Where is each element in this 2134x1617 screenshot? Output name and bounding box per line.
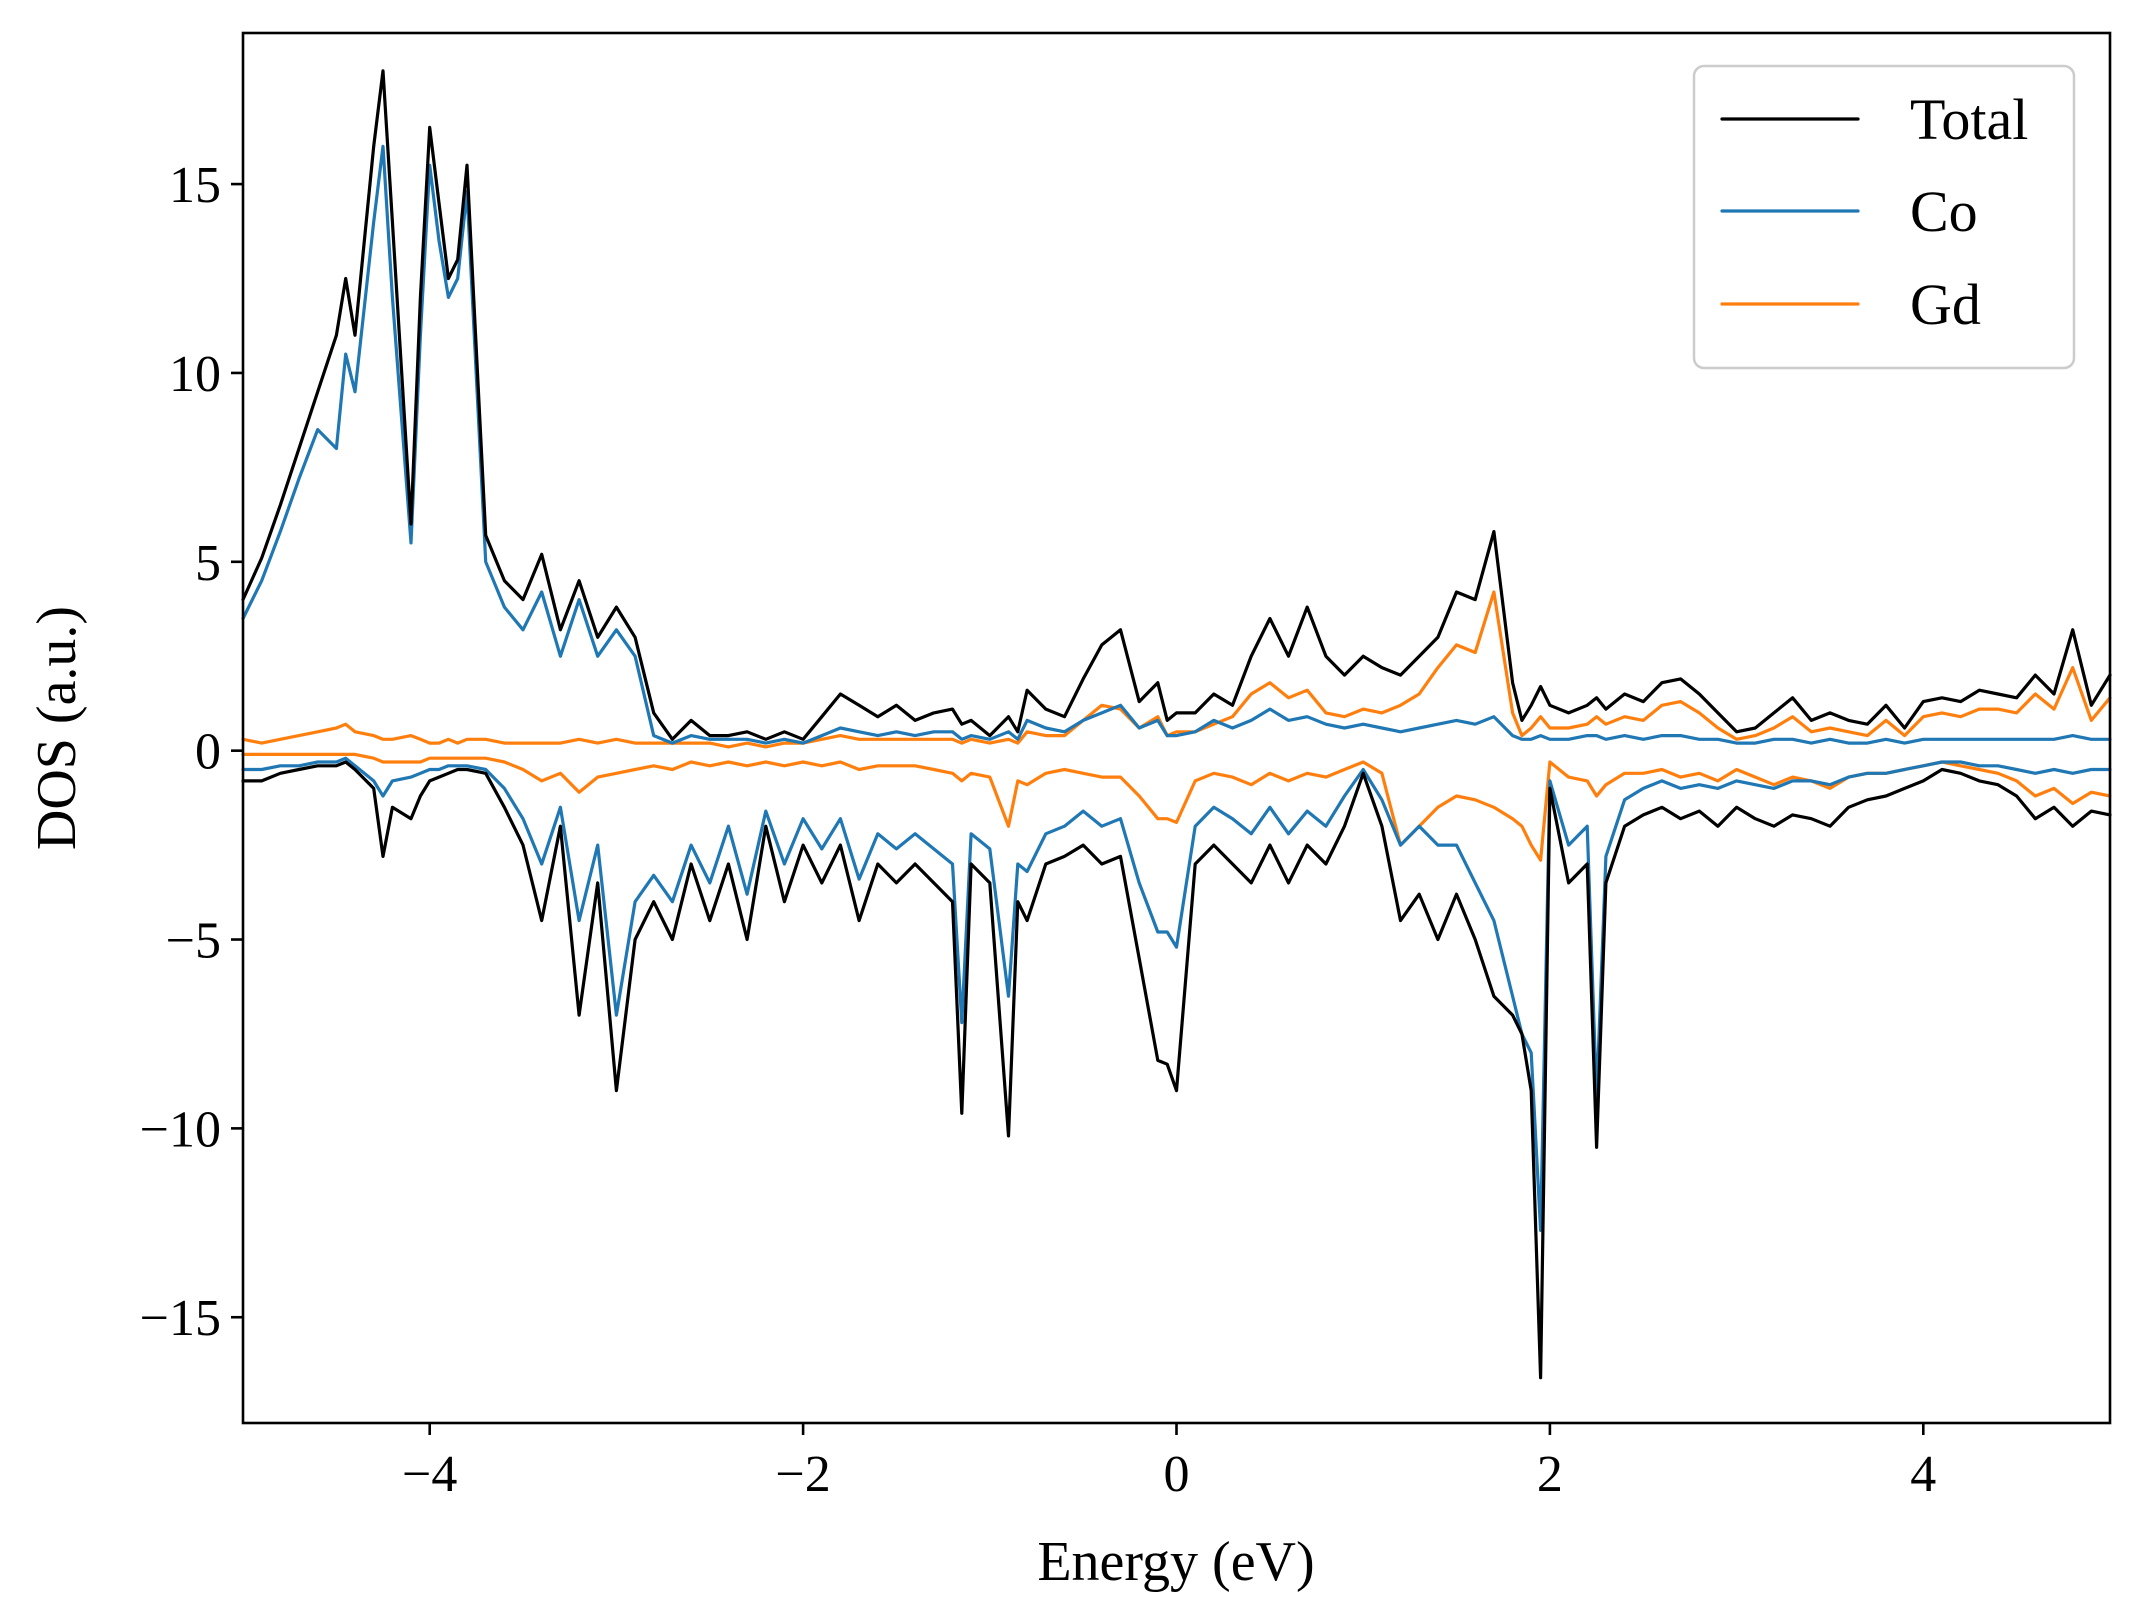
y-tick-label: −15 bbox=[140, 1290, 221, 1347]
legend-box bbox=[1692, 64, 2076, 370]
y-tick-label: −10 bbox=[140, 1101, 221, 1158]
x-axis-label: Energy (eV) bbox=[1037, 1531, 1314, 1593]
series-gd-spin-down bbox=[241, 752, 2112, 862]
y-tick-label: 0 bbox=[195, 724, 221, 781]
series-co-spin-down bbox=[241, 756, 2112, 1233]
y-axis-label: DOS (a.u.) bbox=[26, 606, 88, 850]
y-tick-label: 15 bbox=[169, 157, 221, 214]
x-tick-label: 2 bbox=[1537, 1446, 1563, 1503]
legend-label-gd: Gd bbox=[1910, 272, 1981, 337]
series-gd-spin-up bbox=[241, 590, 2112, 749]
y-tick-label: −5 bbox=[166, 913, 221, 970]
x-tick-label: −2 bbox=[775, 1446, 830, 1503]
ticks-layer: −4 −2 0 2 4 −15 −10 −5 0 5 10 15 bbox=[140, 157, 1937, 1503]
series-total-spin-down bbox=[241, 760, 2112, 1380]
series-total-spin-up bbox=[241, 69, 2112, 741]
y-tick-label: 5 bbox=[195, 535, 221, 592]
legend-label-total: Total bbox=[1910, 87, 2028, 152]
series-co-spin-up bbox=[241, 144, 2112, 745]
y-tick-label: 10 bbox=[169, 346, 221, 403]
legend-label-co: Co bbox=[1910, 179, 1978, 244]
legend: Total Co Gd bbox=[1692, 64, 2076, 370]
x-tick-label: 0 bbox=[1164, 1446, 1190, 1503]
x-tick-label: 4 bbox=[1910, 1446, 1936, 1503]
series-layer bbox=[241, 69, 2112, 1380]
x-tick-label: −4 bbox=[402, 1446, 457, 1503]
